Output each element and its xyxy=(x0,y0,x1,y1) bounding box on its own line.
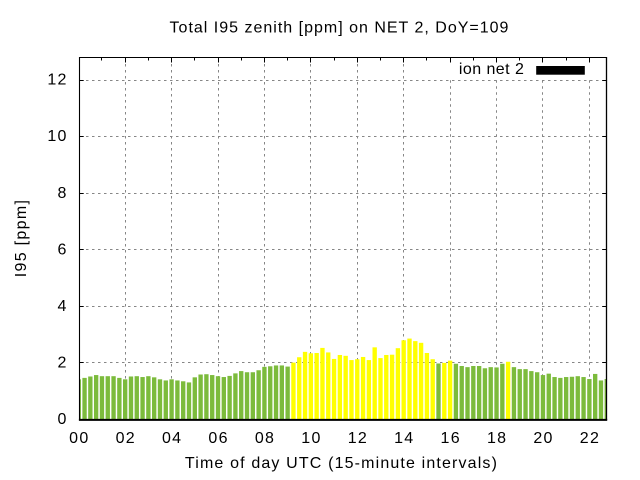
svg-text:16: 16 xyxy=(441,430,461,447)
svg-text:Time of day UTC (15-minute int: Time of day UTC (15-minute intervals) xyxy=(185,455,498,472)
svg-text:0: 0 xyxy=(58,411,68,428)
svg-text:I95 [ppm]: I95 [ppm] xyxy=(13,199,30,278)
svg-text:10: 10 xyxy=(47,128,67,145)
svg-text:20: 20 xyxy=(533,430,553,447)
svg-text:4: 4 xyxy=(58,298,68,315)
svg-text:18: 18 xyxy=(487,430,507,447)
svg-text:12: 12 xyxy=(47,72,67,89)
svg-text:04: 04 xyxy=(162,430,182,447)
svg-text:06: 06 xyxy=(208,430,228,447)
svg-text:08: 08 xyxy=(255,430,275,447)
svg-text:6: 6 xyxy=(58,241,68,258)
svg-text:2: 2 xyxy=(58,355,68,372)
svg-text:8: 8 xyxy=(58,185,68,202)
svg-text:00: 00 xyxy=(69,430,89,447)
svg-text:10: 10 xyxy=(301,430,321,447)
svg-text:12: 12 xyxy=(348,430,368,447)
svg-text:ion net 2: ion net 2 xyxy=(459,61,524,78)
svg-text:02: 02 xyxy=(116,430,136,447)
svg-text:22: 22 xyxy=(580,430,600,447)
svg-text:Total I95 zenith [ppm] on NET: Total I95 zenith [ppm] on NET 2, DoY=109 xyxy=(170,20,510,37)
svg-text:14: 14 xyxy=(394,430,414,447)
